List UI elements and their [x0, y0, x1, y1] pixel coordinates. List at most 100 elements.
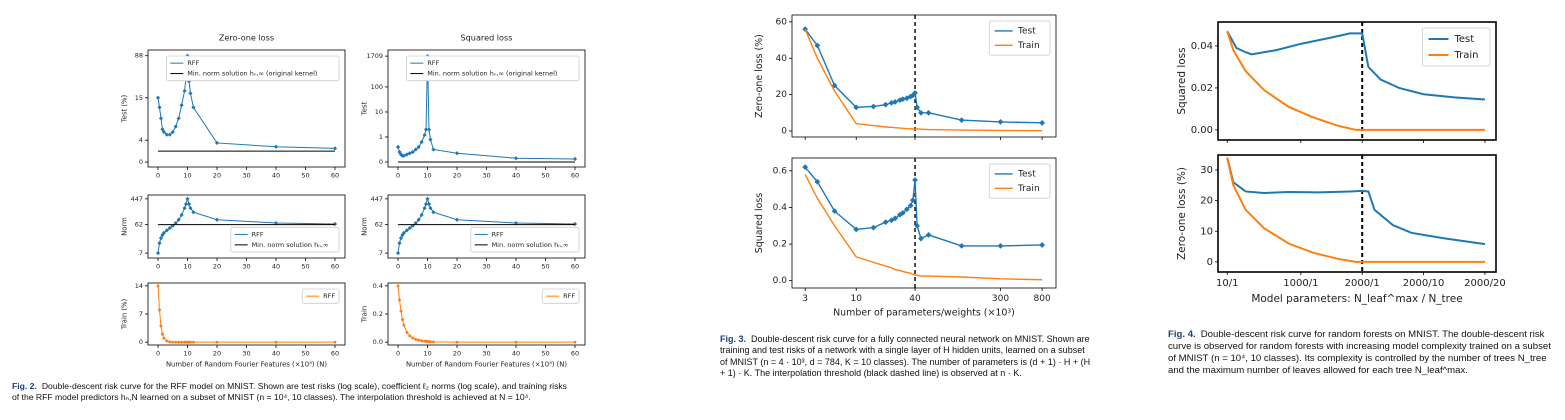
x-tick-label: 10	[183, 350, 191, 358]
point	[167, 225, 172, 231]
point	[899, 210, 906, 216]
legend-box	[406, 55, 580, 82]
y-tick-label: 20	[1200, 196, 1213, 207]
legend-box	[988, 163, 1051, 199]
y-tick-label: 447	[371, 195, 383, 203]
y-tick-label: 0	[379, 158, 383, 166]
point	[417, 338, 421, 342]
point	[573, 340, 577, 344]
x-tick-label: 50	[301, 172, 309, 180]
y-axis-label: Test (%)	[121, 94, 129, 123]
legend-label: RFF	[252, 230, 264, 238]
legend-box	[1422, 27, 1491, 67]
x-tick-label: 50	[541, 350, 549, 358]
caption-text: Double-descent risk curve for a fully co…	[720, 334, 1091, 378]
y-tick-label: 0.04	[1191, 41, 1213, 52]
series-line	[1226, 157, 1486, 246]
y-tick-label: 10	[375, 108, 383, 116]
point	[1039, 242, 1045, 248]
axes-frame	[791, 157, 1057, 289]
legend-label: Test	[1017, 26, 1036, 36]
point	[404, 228, 409, 233]
legend-label: Test	[1454, 34, 1475, 45]
y-tick-label: 0	[781, 127, 787, 137]
point	[167, 132, 172, 137]
y-tick-label: 7	[139, 310, 143, 318]
caption-text: Double-descent risk curve for random for…	[1168, 329, 1551, 376]
series-line	[804, 174, 1043, 281]
point	[853, 226, 860, 233]
x-tick-label: 10	[183, 172, 191, 180]
x-axis-label: Number of Random Fourier Features (×10³)…	[406, 361, 567, 369]
point	[423, 201, 429, 207]
y-tick-label: 0	[1207, 257, 1213, 268]
x-tick-label: 60	[571, 350, 579, 358]
point	[423, 127, 429, 132]
point	[411, 336, 415, 340]
y-axis-label: Norm	[121, 217, 129, 236]
point	[185, 196, 190, 201]
y-tick-label: 30	[1200, 165, 1213, 176]
x-axis-label: Number of Random Fourier Features (×10³)…	[166, 361, 327, 369]
point	[422, 206, 427, 211]
y-axis-label: Zero-one loss (%)	[754, 34, 765, 118]
x-tick-label: 40	[512, 172, 520, 180]
legend-label: Test	[1017, 169, 1036, 179]
point	[158, 236, 164, 241]
point	[164, 228, 169, 233]
point	[160, 332, 164, 336]
y-tick-label: 1709	[366, 52, 383, 60]
point	[182, 88, 187, 94]
series-line	[1226, 30, 1485, 131]
point	[399, 309, 403, 313]
point	[186, 201, 192, 207]
x-tick-label: 0	[396, 263, 400, 271]
point	[572, 156, 578, 162]
y-tick-label: 60	[776, 17, 788, 27]
legend-label: Min. norm solution hₙ,∞ (original kernel…	[187, 70, 317, 78]
x-tick-label: 50	[301, 263, 309, 271]
x-tick-label: 1000/1	[1283, 278, 1318, 289]
point	[397, 149, 402, 155]
point	[333, 340, 337, 344]
legend-box	[166, 55, 340, 82]
y-tick-label: 40	[776, 54, 788, 64]
x-tick-label: 10	[423, 350, 431, 358]
caption-label: Fig. 4.	[1168, 329, 1196, 340]
point	[179, 212, 184, 218]
x-tick-label: 40	[512, 263, 520, 271]
point	[414, 337, 418, 341]
point	[454, 217, 460, 222]
point	[997, 243, 1004, 249]
point	[413, 147, 418, 152]
point	[214, 217, 220, 222]
legend-label: Min. norm solution hₙ,∞ (original kernel…	[427, 70, 557, 78]
point	[156, 284, 160, 288]
point	[398, 236, 404, 241]
point	[159, 324, 163, 328]
y-tick-label: 88	[135, 52, 143, 60]
y-tick-label: 1	[379, 133, 383, 141]
point	[428, 206, 433, 211]
point	[514, 340, 518, 344]
point	[214, 140, 220, 146]
point	[912, 89, 918, 96]
x-tick-label: 10	[423, 172, 431, 180]
x-tick-label: 10	[851, 294, 863, 304]
x-tick-label: 60	[331, 350, 339, 358]
x-tick-label: 60	[331, 172, 339, 180]
x-tick-label: 10/1	[1216, 278, 1238, 289]
axes-frame	[1217, 21, 1497, 141]
point	[405, 330, 409, 334]
axes-frame	[1217, 154, 1497, 273]
point	[171, 340, 175, 344]
legend-label: RFF	[187, 59, 199, 67]
point	[870, 224, 877, 231]
x-tick-label: 2000/20	[1464, 278, 1506, 289]
point	[404, 152, 409, 157]
point	[814, 42, 821, 49]
point	[909, 197, 916, 203]
legend-box	[988, 20, 1051, 56]
x-axis-label: Model parameters: N_leaf^max / N_tree	[1251, 293, 1462, 305]
x-tick-label: 40	[272, 172, 280, 180]
